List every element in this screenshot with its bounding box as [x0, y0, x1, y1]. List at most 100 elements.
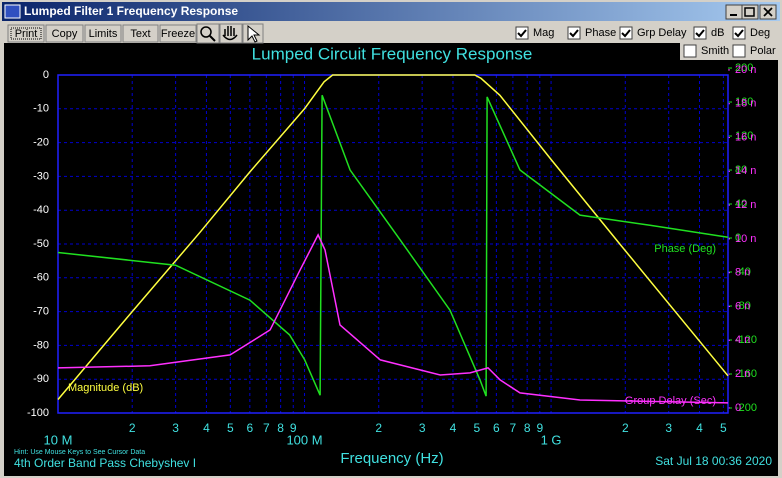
y-tick-label: -40: [33, 204, 49, 216]
y3-tick-label: 8 n: [735, 267, 750, 279]
toolbar-button[interactable]: [159, 24, 197, 43]
series-line: [57, 74, 729, 400]
y2-tick-label: 0: [735, 232, 741, 244]
y2-tick-label: 200: [735, 62, 753, 74]
y2-tick-label: 40: [735, 198, 747, 210]
y3-tick-label: 20 n: [735, 64, 756, 76]
series-label: Phase (Deg): [654, 243, 716, 255]
toolbar-button[interactable]: [84, 24, 122, 43]
x-tick-label: 3: [419, 421, 426, 435]
y-tick-label: -10: [33, 103, 49, 115]
chart-subtitle: 4th Order Band Pass Chebyshev I: [14, 456, 196, 470]
chart-title: Lumped Circuit Frequency Response: [252, 44, 533, 63]
y-tick-label: 0: [43, 69, 49, 81]
checkbox[interactable]: [683, 44, 697, 58]
y2-tick-label: 80: [735, 164, 747, 176]
y3-tick-label: 10 n: [735, 233, 756, 245]
x-tick-label: 5: [474, 421, 481, 435]
x-tick-label: 6: [493, 421, 500, 435]
x-tick-label: 4: [203, 421, 210, 435]
checkbox[interactable]: [693, 26, 707, 40]
toolbar-button[interactable]: [7, 24, 45, 43]
pan-glyph: [222, 26, 238, 41]
series-line: [57, 94, 729, 397]
y-tick-label: -100: [27, 407, 49, 419]
x-tick-label: 7: [263, 421, 270, 435]
check-mark: [695, 29, 705, 38]
y3-tick-label: 0: [735, 402, 741, 414]
x-tick-label: 5: [227, 421, 234, 435]
y-tick-label: -30: [33, 170, 49, 182]
series-line: [57, 233, 729, 404]
toolbar-button[interactable]: [45, 24, 84, 43]
button-label: Freeze: [161, 28, 195, 40]
check-mark: [517, 29, 527, 38]
y3-tick-label: 6 n: [735, 300, 750, 312]
checkbox-label: Polar: [750, 45, 776, 57]
x-tick-label: 100 M: [286, 432, 322, 447]
x-tick-label: 3: [172, 421, 179, 435]
tool-icons: [196, 23, 264, 44]
y3-tick-label: 16 n: [735, 131, 756, 143]
y3-tick-label: 14 n: [735, 165, 756, 177]
app-icon: [4, 4, 21, 19]
x-tick-label: 5: [720, 421, 727, 435]
plot-background: [4, 43, 778, 476]
focus-outline: [10, 27, 42, 40]
y-tick-label: -20: [33, 137, 49, 149]
x-tick-label: 8: [277, 421, 284, 435]
x-tick-label: 8: [524, 421, 531, 435]
x-axis-label: Frequency (Hz): [340, 450, 443, 467]
title-buttons: [725, 4, 777, 20]
x-tick-label: 9: [290, 421, 297, 435]
toolbar-panel: [680, 42, 778, 60]
title-bar: [2, 2, 780, 21]
y2-tick-label: 120: [735, 130, 753, 142]
checkbox[interactable]: [732, 26, 746, 40]
checkbox-label: Mag: [533, 27, 554, 39]
checkbox[interactable]: [515, 26, 529, 40]
y2-tick-label: -80: [735, 300, 751, 312]
x-tick-label: 4: [450, 421, 457, 435]
close-glyph: [763, 7, 773, 17]
y2-tick-label: -160: [735, 368, 757, 380]
check-mark: [569, 29, 579, 38]
minimize-button[interactable]: [725, 4, 743, 20]
y3-tick-label: 4 n: [735, 334, 750, 346]
maximize-glyph: [744, 7, 755, 17]
window-title: Lumped Filter 1 Frequency Response: [24, 4, 238, 18]
y-tick-label: -90: [33, 373, 49, 385]
pointer-glyph: [247, 24, 261, 43]
y3-tick-label: 18 n: [735, 98, 756, 110]
date-text: Sat Jul 18 00:36 2020: [655, 454, 772, 468]
y2-tick-label: -200: [735, 402, 757, 414]
button-label: Copy: [52, 28, 78, 40]
y3-tick-label: 2 n: [735, 368, 750, 380]
checkbox[interactable]: [732, 44, 746, 58]
check-mark: [734, 29, 744, 38]
checkbox[interactable]: [619, 26, 633, 40]
y-tick-label: -80: [33, 339, 49, 351]
toolbar-button[interactable]: [122, 24, 159, 43]
button-label: Print: [15, 28, 38, 40]
series-label: Magnitude (dB): [68, 382, 143, 394]
x-tick-label: 2: [622, 421, 629, 435]
series-label: Group Delay (Sec): [625, 395, 716, 407]
y2-tick-label: 160: [735, 96, 753, 108]
y3-tick-label: 12 n: [735, 199, 756, 211]
checkbox[interactable]: [567, 26, 581, 40]
x-tick-label: 9: [536, 421, 543, 435]
y2-tick-label: -120: [735, 334, 757, 346]
zoom-glyph: [200, 26, 212, 38]
checkbox-label: Deg: [750, 27, 770, 39]
zoom-glyph: [209, 35, 216, 42]
x-tick-label: 7: [510, 421, 517, 435]
x-tick-label: 3: [665, 421, 672, 435]
checkbox-label: Smith: [701, 45, 729, 57]
button-label: Limits: [89, 28, 118, 40]
x-tick-label: 10 M: [44, 432, 73, 447]
checkbox-label: dB: [711, 27, 724, 39]
checkbox-label: Grp Delay: [637, 27, 687, 39]
check-mark: [621, 29, 631, 38]
